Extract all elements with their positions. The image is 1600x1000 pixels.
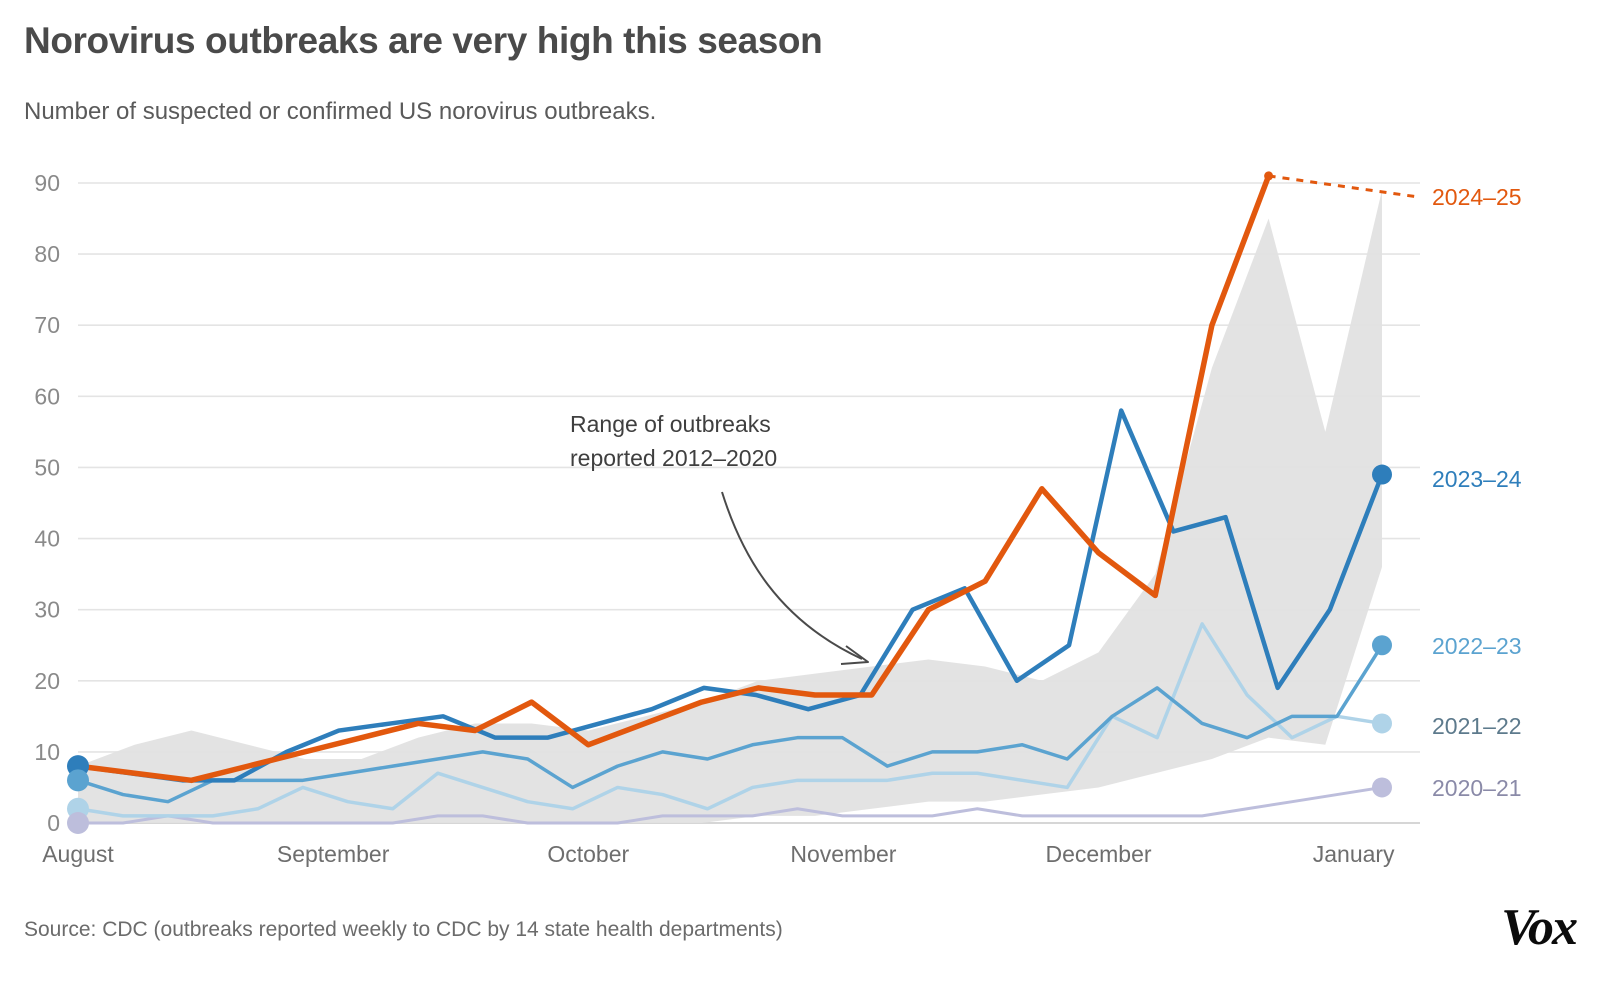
series-line-2020-21 (76, 785, 1384, 825)
series-label-2021-22: 2021–22 (1432, 713, 1522, 739)
series-end-dot-2020-21 (1372, 777, 1392, 798)
y-axis-tick-label: 10 (34, 739, 60, 765)
series-line-2021-22 (76, 622, 1384, 818)
series-label-2024-25: 2024–25 (1432, 184, 1522, 210)
y-axis-tick-label: 90 (34, 170, 60, 196)
annotation-line-2: reported 2012–2020 (570, 445, 777, 471)
y-axis-tick-label: 80 (34, 241, 60, 267)
y-axis-tick-label: 30 (34, 597, 60, 623)
series-start-dot-2022-23 (67, 769, 89, 792)
x-axis-tick-label: December (1045, 841, 1151, 867)
series-end-dot-2022-23 (1372, 635, 1392, 656)
series-label-2023-24: 2023–24 (1432, 466, 1522, 492)
series-label-2022-23: 2022–23 (1432, 633, 1522, 659)
vox-logo: Vox (1501, 899, 1578, 956)
series-line-2022-23 (76, 643, 1384, 804)
range-band-2012-2020 (78, 190, 1382, 824)
series-line-2024-25 (75, 173, 1272, 784)
y-axis-tick-label: 50 (34, 454, 60, 480)
annotation-arrow-head (840, 645, 869, 665)
series-start-dot-2020-21 (67, 812, 89, 834)
page-subtitle: Number of suspected or confirmed US noro… (24, 98, 657, 125)
x-axis-tick-label: September (277, 841, 390, 867)
annotation-arrow-curve (721, 491, 863, 660)
x-axis-tick-label: October (547, 841, 629, 867)
y-axis-tick-label: 40 (34, 526, 60, 552)
annotation-line-1: Range of outbreaks (570, 411, 771, 437)
range-annotation: Range of outbreaks reported 2012–2020 (570, 411, 869, 665)
series-label-2020-21: 2020–21 (1432, 775, 1522, 801)
x-axis-tick-label: August (42, 841, 114, 867)
x-axis-tick-label: January (1313, 841, 1395, 867)
x-axis-tick-label: November (790, 841, 896, 867)
series-dotted-tail-2024-25 (1268, 174, 1421, 199)
series-end-dot-2024-25 (1264, 171, 1274, 181)
series-line-2023-24 (75, 408, 1385, 783)
source-note: Source: CDC (outbreaks reported weekly t… (24, 918, 783, 941)
y-axis-tick-label: 70 (34, 312, 60, 338)
page-title: Norovirus outbreaks are very high this s… (24, 20, 823, 61)
series-end-dot-2021-22 (1372, 713, 1392, 734)
y-axis-tick-label: 60 (34, 383, 60, 409)
y-axis-tick-label: 20 (34, 668, 60, 694)
series-end-dot-2023-24 (1372, 464, 1392, 485)
y-axis-tick-label: 0 (47, 810, 60, 836)
